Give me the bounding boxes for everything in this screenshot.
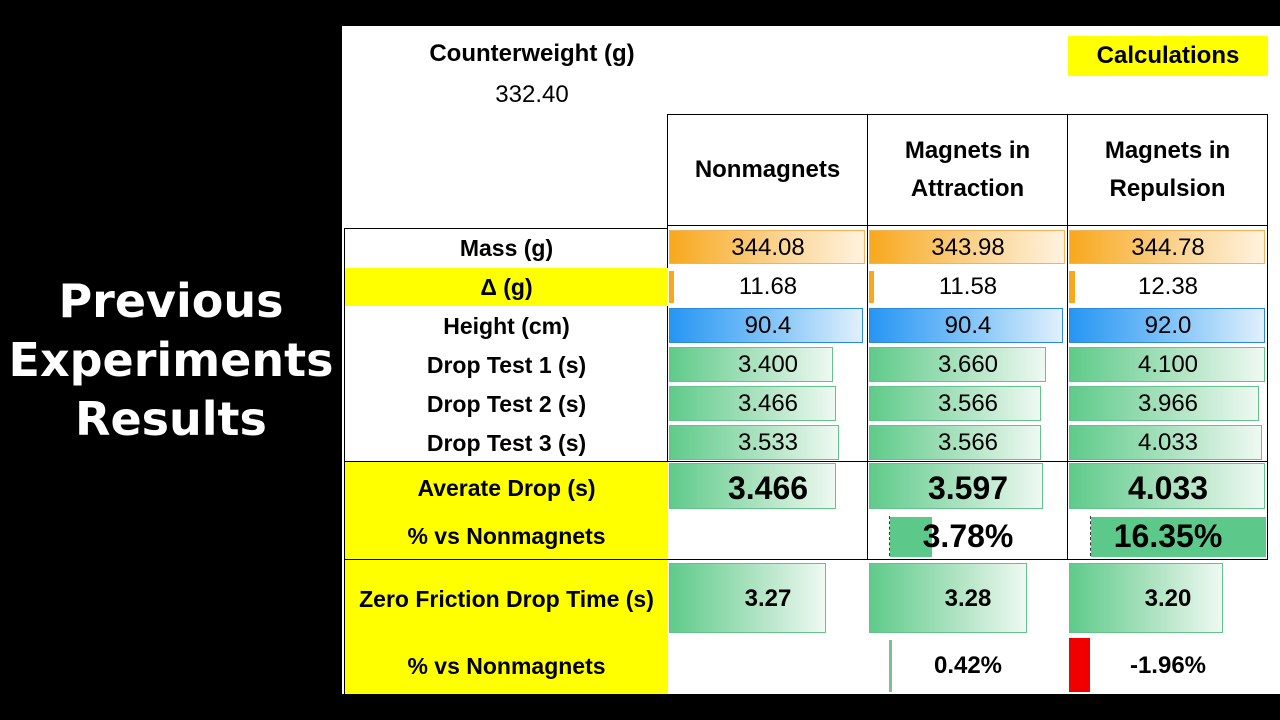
grid-line (1267, 114, 1268, 559)
delta-value: 11.58 (938, 273, 998, 300)
grid-line (344, 228, 668, 229)
drop-test-3-value: 3.566 (937, 429, 999, 456)
pct-zero-value: -1.96% (1129, 652, 1207, 679)
column-header-label-line-2: Repulsion (1109, 175, 1226, 202)
pct-value: 3.78% (922, 518, 1014, 554)
average-drop-value: 3.597 (927, 469, 1009, 506)
delta-value: 11.68 (738, 273, 798, 300)
grid-line (867, 114, 868, 559)
zero-friction-bar (869, 563, 1027, 633)
drop-test-2-value: 3.966 (1137, 390, 1199, 417)
zero-friction-bar (669, 563, 826, 633)
delta-value: 12.38 (1137, 273, 1199, 300)
drop-test-3-bar (669, 425, 839, 460)
height-bar (669, 308, 863, 343)
counterweight-value: 332.40 (495, 81, 569, 108)
drop-test-3-value: 4.033 (1137, 429, 1199, 456)
drop-test-1-bar (1069, 347, 1265, 382)
average-drop-bar (869, 463, 1043, 509)
drop-test-1-value: 3.660 (937, 351, 999, 378)
zero-friction-value: 3.27 (744, 585, 792, 612)
height-value: 92.0 (1144, 312, 1192, 339)
drop-test-2-value: 3.466 (737, 390, 799, 417)
average-drop-bar (1069, 463, 1265, 509)
grid-line (344, 461, 1268, 462)
slide-title-line-2: Experiments (8, 333, 334, 387)
height-value: 90.4 (944, 312, 992, 339)
grid-line (1067, 114, 1068, 559)
row-label-pct-zero-friction: % vs Nonmagnets (345, 638, 668, 694)
delta-bar (869, 271, 874, 303)
slide-title-line-1: Previous (58, 274, 284, 328)
row-label-drop-test-3: Drop Test 3 (s) (426, 429, 587, 456)
average-drop-bar (669, 463, 836, 509)
row-label-height: Height (cm) (443, 312, 570, 339)
column-header-label-line-1: Magnets in (1104, 137, 1231, 164)
drop-test-1-value: 4.100 (1137, 351, 1199, 378)
mass-value: 344.08 (731, 234, 805, 261)
mass-value: 344.78 (1131, 234, 1205, 261)
pct-zero-negative-bar (1069, 638, 1090, 692)
drop-test-3-bar (869, 425, 1041, 460)
drop-test-3-value: 3.533 (737, 429, 799, 456)
pct-zero-bar (889, 640, 892, 692)
spreadsheet: Counterweight (g) 332.40 Calculations No… (342, 26, 1280, 694)
mass-value: 343.98 (931, 234, 1005, 261)
average-drop-value: 3.466 (727, 469, 809, 506)
drop-test-1-bar (669, 347, 833, 382)
drop-test-1-bar (869, 347, 1046, 382)
delta-bar (1069, 271, 1075, 303)
average-drop-value: 4.033 (1127, 469, 1209, 506)
axis-line (889, 516, 890, 556)
row-label-drop-test-2: Drop Test 2 (s) (426, 390, 587, 417)
drop-test-2-value: 3.566 (937, 390, 999, 417)
grid-line (667, 114, 668, 694)
column-header-label-line-1: Magnets in (904, 137, 1031, 164)
column-header-label-line-2: Attraction (910, 175, 1025, 202)
column-header-attraction: Magnets in Attraction (867, 114, 1068, 226)
row-label-pct-vs-nonmagnets: % vs Nonmagnets (345, 514, 668, 559)
pct-value: 16.35% (1113, 518, 1223, 554)
row-label-delta: Δ (g) (345, 268, 668, 306)
slide-title: Previous Experiments Results (0, 272, 342, 449)
zero-friction-value: 3.20 (1144, 585, 1192, 612)
axis-line (1090, 516, 1091, 556)
delta-bar (669, 271, 674, 303)
drop-test-2-bar (869, 386, 1041, 421)
pct-bar (890, 517, 932, 557)
row-label-drop-test-1: Drop Test 1 (s) (426, 351, 587, 378)
calculations-button[interactable]: Calculations (1068, 36, 1268, 76)
drop-test-3-bar (1069, 425, 1262, 460)
column-header-nonmagnets: Nonmagnets (667, 114, 868, 226)
drop-test-1-value: 3.400 (737, 351, 799, 378)
row-label-zero-friction: Zero Friction Drop Time (s) (345, 560, 668, 638)
row-label-mass: Mass (g) (459, 234, 554, 261)
zero-friction-value: 3.28 (944, 585, 992, 612)
pct-bar (1091, 517, 1266, 557)
zero-friction-bar (1069, 563, 1223, 633)
slide-title-line-3: Results (75, 392, 267, 446)
height-bar (869, 308, 1063, 343)
mass-bar (869, 230, 1065, 264)
column-header-repulsion: Magnets in Repulsion (1067, 114, 1268, 226)
row-label-average-drop: Averate Drop (s) (345, 462, 668, 514)
mass-bar (1069, 230, 1265, 264)
grid-line (344, 559, 1268, 560)
height-value: 90.4 (744, 312, 792, 339)
drop-test-2-bar (669, 386, 836, 421)
counterweight-label: Counterweight (g) (429, 40, 635, 67)
height-bar (1069, 308, 1265, 343)
mass-bar (669, 230, 865, 264)
column-header-label: Nonmagnets (694, 156, 841, 183)
pct-zero-value: 0.42% (933, 652, 1003, 679)
drop-test-2-bar (1069, 386, 1259, 421)
